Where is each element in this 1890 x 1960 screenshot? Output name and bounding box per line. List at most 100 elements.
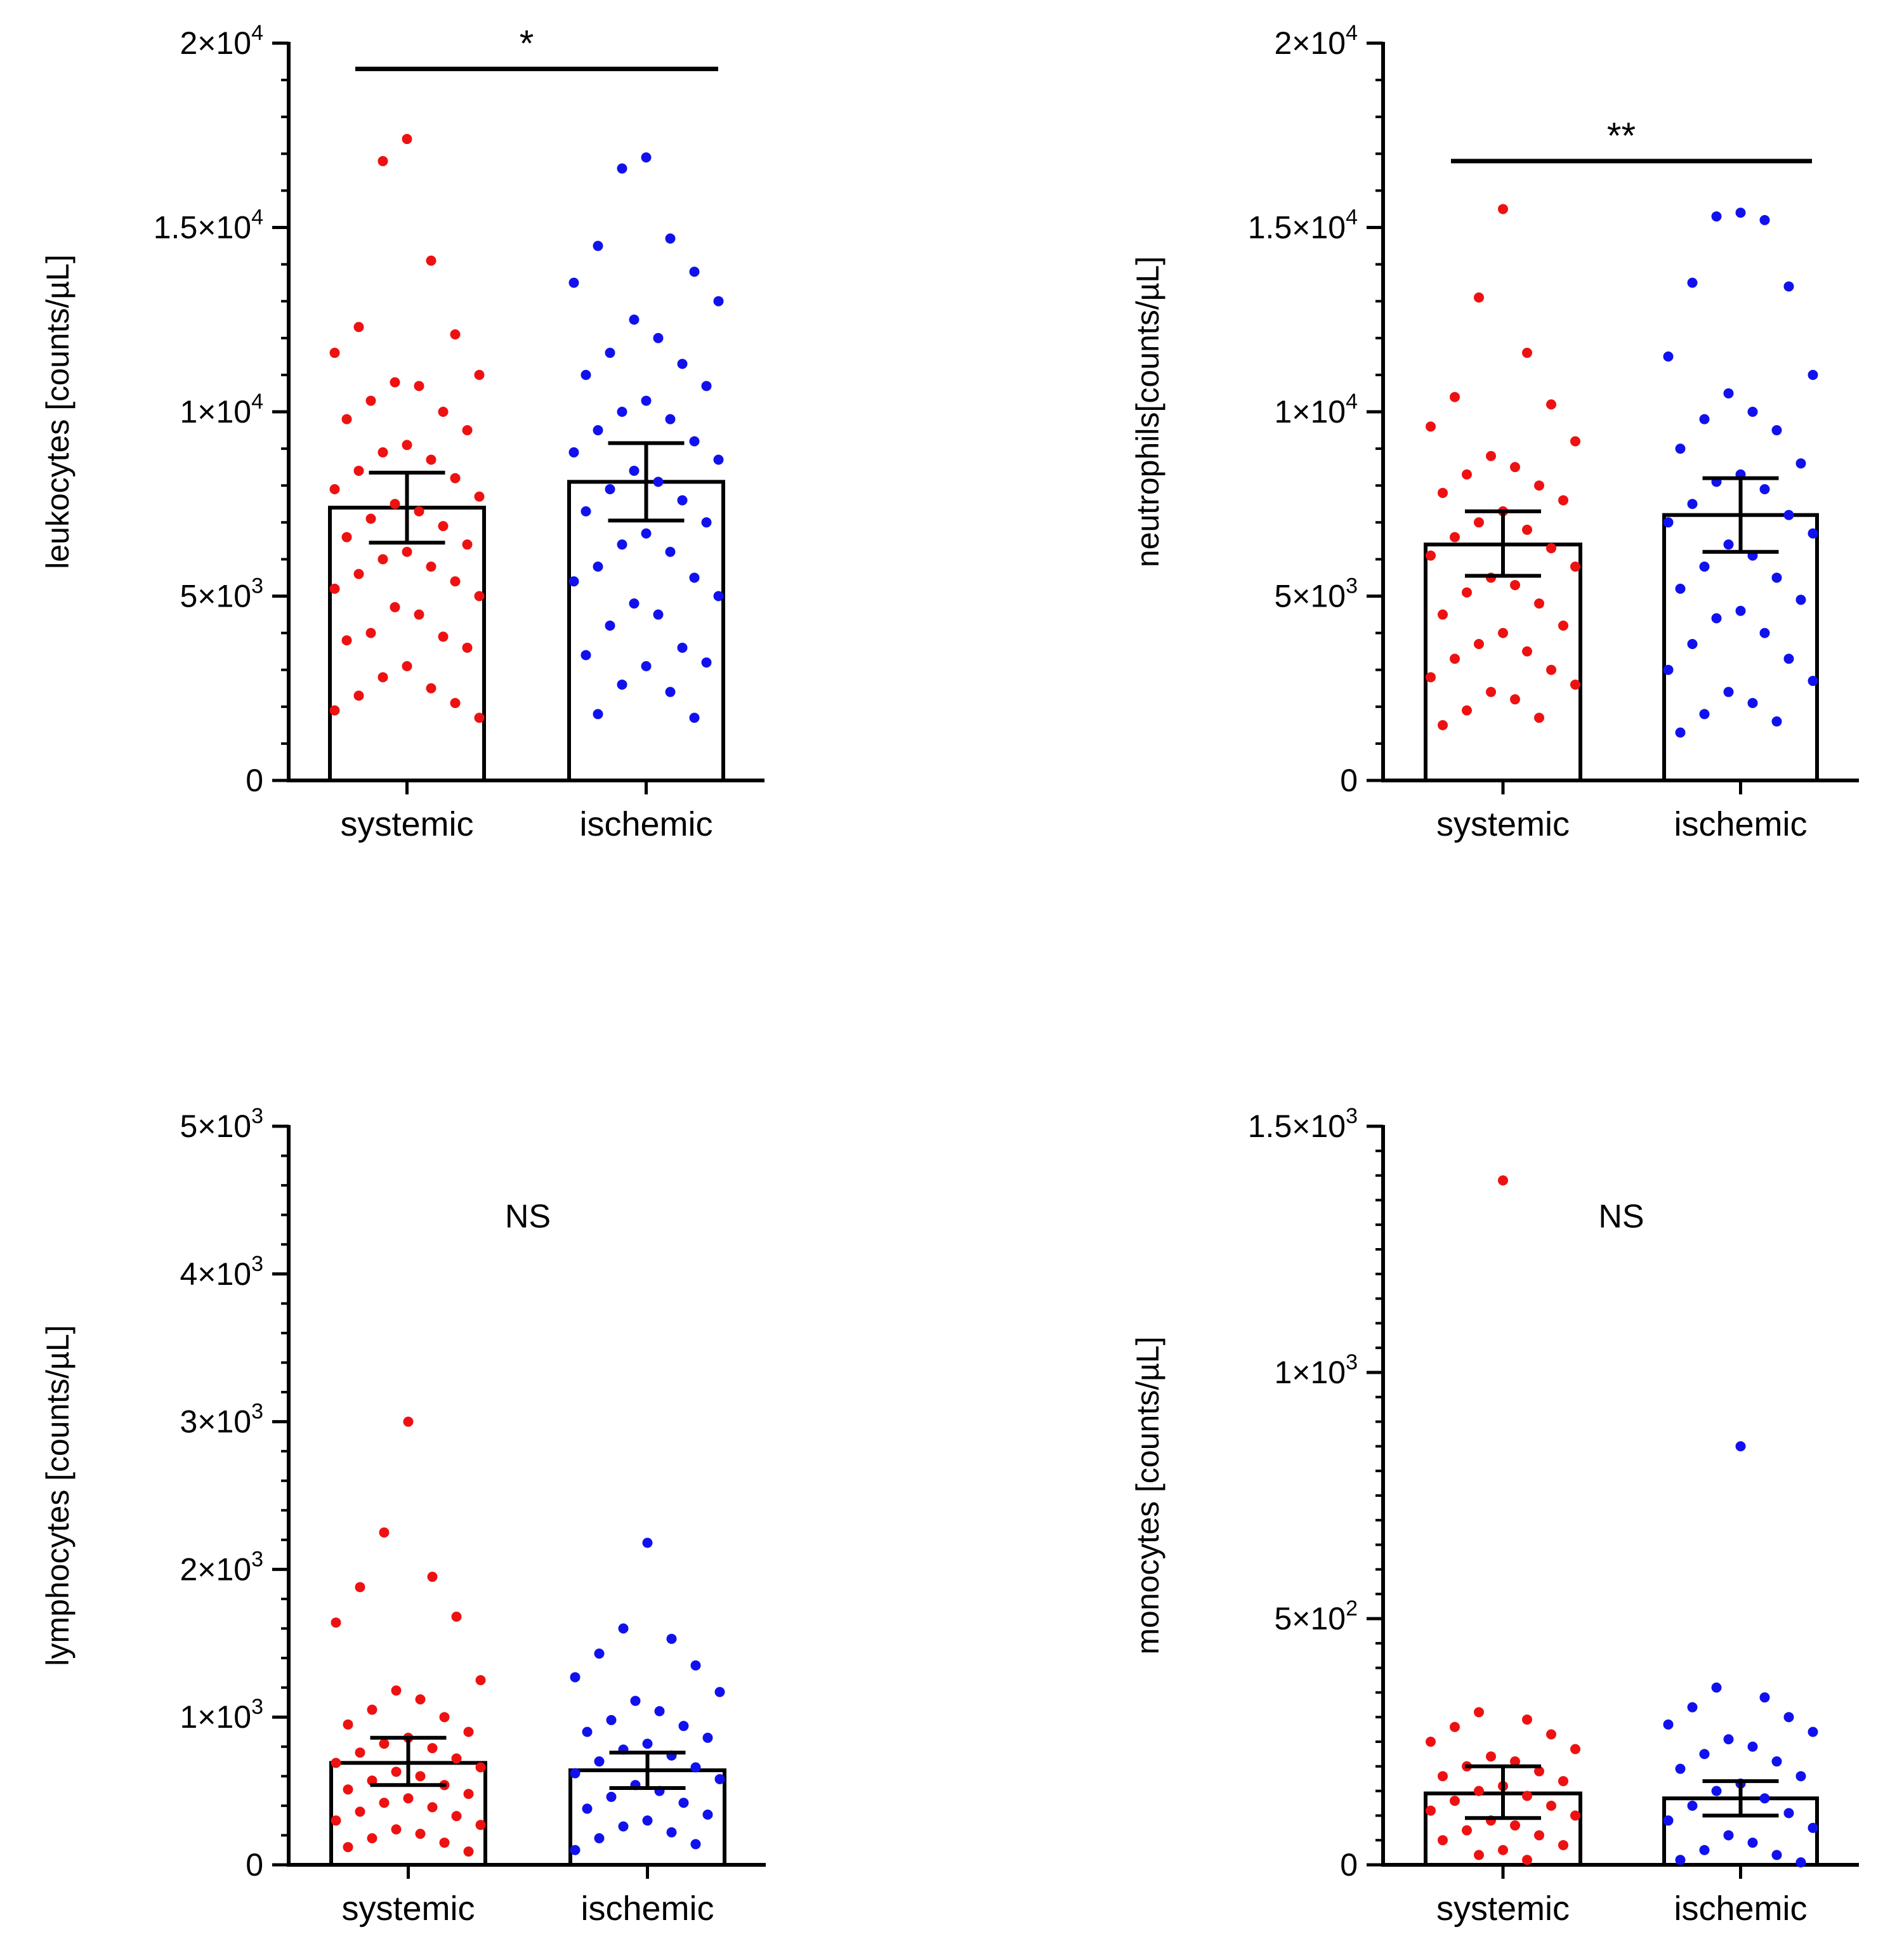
data-point-systemic [1558, 1776, 1568, 1787]
data-point-systemic [1534, 1830, 1544, 1841]
data-point-ischemic [1663, 1719, 1674, 1730]
y-tick-label: 5×102 [1274, 1596, 1358, 1636]
data-point-systemic [1486, 687, 1496, 697]
data-point-ischemic [665, 687, 676, 697]
data-point-ischemic [1735, 605, 1746, 616]
data-point-ischemic [570, 1672, 581, 1683]
data-point-ischemic [1771, 716, 1782, 727]
data-point-systemic [353, 690, 364, 701]
data-point-systemic [1474, 292, 1484, 303]
data-point-ischemic [1795, 1857, 1806, 1868]
data-point-systemic [1498, 1845, 1508, 1855]
data-point-systemic [1570, 436, 1580, 447]
data-point-ischemic [605, 348, 615, 358]
data-point-systemic [1522, 1791, 1532, 1801]
data-point-systemic [353, 322, 364, 332]
data-point-systemic [1450, 532, 1460, 543]
x-tick-label: ischemic [1674, 1890, 1807, 1928]
data-point-systemic [475, 1820, 486, 1831]
data-point-systemic [1438, 720, 1448, 730]
data-point-ischemic [570, 1768, 581, 1779]
data-point-systemic [402, 134, 412, 145]
data-point-systemic [1426, 1737, 1436, 1747]
data-point-ischemic [666, 1633, 677, 1644]
bar-ischemic [567, 480, 725, 782]
data-point-ischemic [1687, 499, 1698, 510]
data-point-systemic [403, 1793, 414, 1804]
data-point-systemic [1498, 1175, 1508, 1186]
data-point-ischemic [1747, 407, 1758, 417]
chart-leukocytes: 0 5×103 1×104 1.5×104 2×104 leukocytes [count… [40, 21, 765, 843]
data-point-ischemic [1771, 425, 1782, 436]
y-tick-label: 0 [1340, 763, 1358, 798]
data-point-systemic [1462, 705, 1472, 716]
y-axis-label: leukocytes [counts/µL] [40, 254, 75, 569]
data-point-systemic [402, 546, 412, 557]
data-point-systemic [426, 562, 436, 572]
data-point-ischemic [1735, 207, 1746, 218]
significance-label: NS [1598, 1199, 1644, 1235]
data-point-systemic [450, 697, 461, 708]
data-point-ischemic [593, 709, 603, 720]
significance-label: * [520, 23, 534, 65]
data-point-ischemic [594, 1756, 605, 1767]
data-point-ischemic [593, 240, 603, 251]
data-point-ischemic [581, 650, 591, 661]
data-point-ischemic [581, 369, 591, 380]
data-point-ischemic [641, 395, 652, 406]
data-point-systemic [367, 1704, 377, 1715]
data-point-systemic [414, 609, 424, 620]
data-point-ischemic [1663, 664, 1674, 675]
data-point-ischemic [617, 163, 627, 174]
data-point-systemic [1510, 462, 1520, 473]
data-point-systemic [1534, 1766, 1544, 1777]
data-point-ischemic [689, 713, 700, 723]
data-point-ischemic [1783, 654, 1794, 664]
y-tick-label: 4×103 [180, 1252, 263, 1292]
data-point-systemic [403, 1416, 414, 1427]
data-point-ischemic [593, 562, 603, 572]
data-point-ischemic [1808, 676, 1818, 687]
data-point-ischemic [1687, 1702, 1698, 1713]
data-point-systemic [1474, 1786, 1484, 1796]
y-axis-label: neutrophils[counts/µL] [1130, 256, 1165, 567]
data-point-ischemic [690, 1839, 701, 1850]
data-point-systemic [438, 631, 449, 642]
data-point-systemic [1450, 654, 1460, 664]
y-tick-label: 1.5×104 [1248, 206, 1358, 246]
data-point-ischemic [713, 454, 724, 465]
data-point-ischemic [678, 1798, 689, 1808]
data-point-systemic [329, 348, 340, 358]
data-point-ischemic [714, 1687, 725, 1697]
data-point-systemic [474, 491, 485, 502]
data-point-ischemic [1747, 1741, 1758, 1752]
y-axis-label: monocytes [counts/µL] [1130, 1336, 1165, 1654]
data-point-systemic [475, 1675, 486, 1685]
data-point-systemic [365, 513, 376, 524]
data-point-ischemic [617, 539, 627, 550]
data-point-systemic [450, 576, 461, 587]
data-point-ischemic [1723, 539, 1734, 550]
data-point-systemic [1438, 609, 1448, 620]
data-point-systemic [1450, 1721, 1460, 1732]
data-point-systemic [463, 1846, 474, 1857]
data-point-ischemic [594, 1648, 605, 1659]
data-point-systemic [427, 1802, 438, 1813]
data-point-ischemic [1711, 1786, 1722, 1796]
significance-label: ** [1607, 115, 1636, 157]
data-point-systemic [1546, 399, 1556, 410]
data-point-systemic [1438, 1771, 1448, 1782]
data-point-systemic [451, 1753, 462, 1764]
x-tick-label: systemic [340, 805, 473, 843]
data-point-ischemic [642, 1739, 653, 1749]
data-point-systemic [390, 499, 400, 510]
data-point-systemic [1438, 1835, 1448, 1846]
data-point-systemic [1522, 1855, 1532, 1865]
data-point-systemic [1426, 421, 1436, 432]
data-point-ischemic [702, 1732, 713, 1743]
data-point-ischemic [617, 407, 627, 417]
data-point-systemic [1474, 517, 1484, 528]
data-point-systemic [331, 1758, 341, 1768]
data-point-ischemic [605, 620, 615, 631]
